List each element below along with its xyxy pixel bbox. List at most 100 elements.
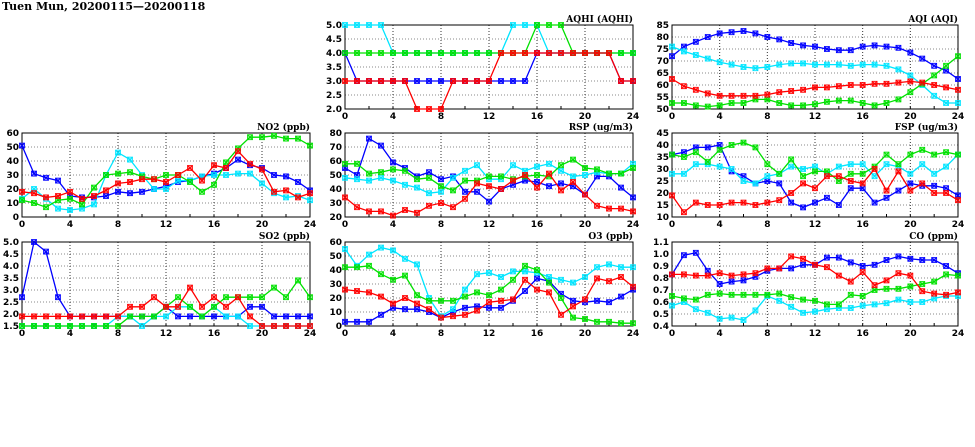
data-point bbox=[67, 323, 73, 329]
y-tick-label: 40 bbox=[329, 266, 342, 276]
data-point bbox=[139, 323, 145, 329]
chart-title: NO2 (ppb) bbox=[257, 122, 310, 133]
data-point bbox=[847, 170, 854, 177]
y-tick-label: 50 bbox=[656, 105, 669, 115]
data-point bbox=[510, 78, 516, 84]
data-point bbox=[534, 172, 540, 178]
data-point bbox=[450, 187, 456, 194]
data-point bbox=[414, 78, 420, 84]
data-point bbox=[692, 52, 699, 58]
data-point bbox=[728, 92, 735, 99]
data-point bbox=[630, 264, 636, 271]
data-point bbox=[283, 313, 289, 320]
data-point bbox=[776, 36, 783, 43]
data-point bbox=[788, 156, 795, 163]
data-point bbox=[800, 204, 806, 211]
data-point bbox=[907, 283, 914, 290]
data-point bbox=[522, 288, 528, 294]
data-point bbox=[307, 142, 313, 149]
data-point bbox=[812, 308, 818, 315]
data-point bbox=[871, 287, 878, 293]
data-point bbox=[800, 261, 806, 268]
data-point bbox=[871, 199, 878, 206]
x-tick-label: 0 bbox=[669, 220, 675, 230]
data-point bbox=[847, 259, 854, 266]
data-point bbox=[800, 42, 806, 49]
data-point bbox=[907, 187, 914, 194]
data-point bbox=[606, 170, 612, 177]
data-point bbox=[630, 78, 636, 84]
data-point bbox=[366, 22, 372, 28]
data-point bbox=[594, 264, 600, 271]
data-point bbox=[594, 318, 600, 325]
data-point bbox=[546, 274, 552, 280]
data-point bbox=[271, 172, 277, 178]
data-point bbox=[740, 64, 747, 70]
data-point bbox=[859, 61, 866, 68]
data-point bbox=[115, 188, 121, 195]
data-point bbox=[354, 204, 360, 211]
data-point bbox=[582, 191, 588, 198]
data-point bbox=[716, 202, 723, 208]
y-tick-label: 45 bbox=[656, 129, 669, 139]
data-point bbox=[800, 173, 806, 180]
data-point bbox=[55, 193, 61, 199]
data-point bbox=[955, 76, 961, 82]
data-point bbox=[871, 301, 878, 308]
data-point bbox=[692, 102, 699, 109]
data-point bbox=[859, 185, 866, 192]
data-point bbox=[764, 291, 771, 298]
data-point bbox=[259, 294, 265, 301]
data-point bbox=[919, 161, 926, 168]
data-point bbox=[295, 277, 301, 284]
y-tick-label: 80 bbox=[656, 33, 669, 43]
data-point bbox=[175, 303, 181, 310]
data-point bbox=[895, 296, 902, 303]
data-point bbox=[895, 168, 902, 175]
series-green bbox=[342, 262, 636, 327]
data-point bbox=[558, 180, 564, 187]
x-tick-label: 24 bbox=[627, 112, 640, 122]
x-tick-label: 4 bbox=[717, 329, 723, 339]
data-point bbox=[895, 161, 902, 168]
data-point bbox=[740, 28, 747, 34]
data-point bbox=[199, 177, 205, 184]
data-point bbox=[450, 306, 456, 313]
data-point bbox=[883, 80, 890, 87]
data-point bbox=[618, 320, 624, 327]
y-tick-label: 40 bbox=[329, 185, 342, 195]
data-point bbox=[728, 142, 735, 148]
data-point bbox=[907, 78, 914, 85]
data-point bbox=[498, 173, 504, 180]
data-point bbox=[510, 177, 516, 184]
data-point bbox=[390, 159, 396, 166]
data-point bbox=[366, 208, 372, 215]
x-tick-label: 0 bbox=[342, 112, 348, 122]
data-point bbox=[462, 177, 468, 184]
data-point bbox=[907, 49, 914, 56]
data-point bbox=[871, 261, 878, 268]
data-point bbox=[883, 194, 890, 201]
data-point bbox=[776, 180, 783, 187]
data-point bbox=[681, 295, 687, 302]
data-point bbox=[740, 291, 747, 298]
data-point bbox=[426, 169, 432, 176]
data-point bbox=[558, 276, 564, 283]
data-point bbox=[19, 323, 25, 329]
x-tick-label: 20 bbox=[579, 112, 592, 122]
data-point bbox=[883, 257, 890, 263]
data-point bbox=[871, 42, 878, 49]
data-point bbox=[283, 135, 289, 142]
data-point bbox=[295, 323, 301, 329]
y-tick-label: 1.1 bbox=[653, 238, 669, 248]
data-point bbox=[558, 167, 564, 174]
data-point bbox=[283, 323, 289, 329]
x-tick-label: 16 bbox=[208, 220, 221, 230]
data-point bbox=[752, 307, 759, 314]
data-point bbox=[271, 323, 277, 329]
x-tick-label: 16 bbox=[531, 112, 544, 122]
data-point bbox=[498, 297, 504, 304]
data-point bbox=[462, 50, 468, 56]
data-point bbox=[414, 300, 420, 307]
data-point bbox=[570, 303, 576, 310]
